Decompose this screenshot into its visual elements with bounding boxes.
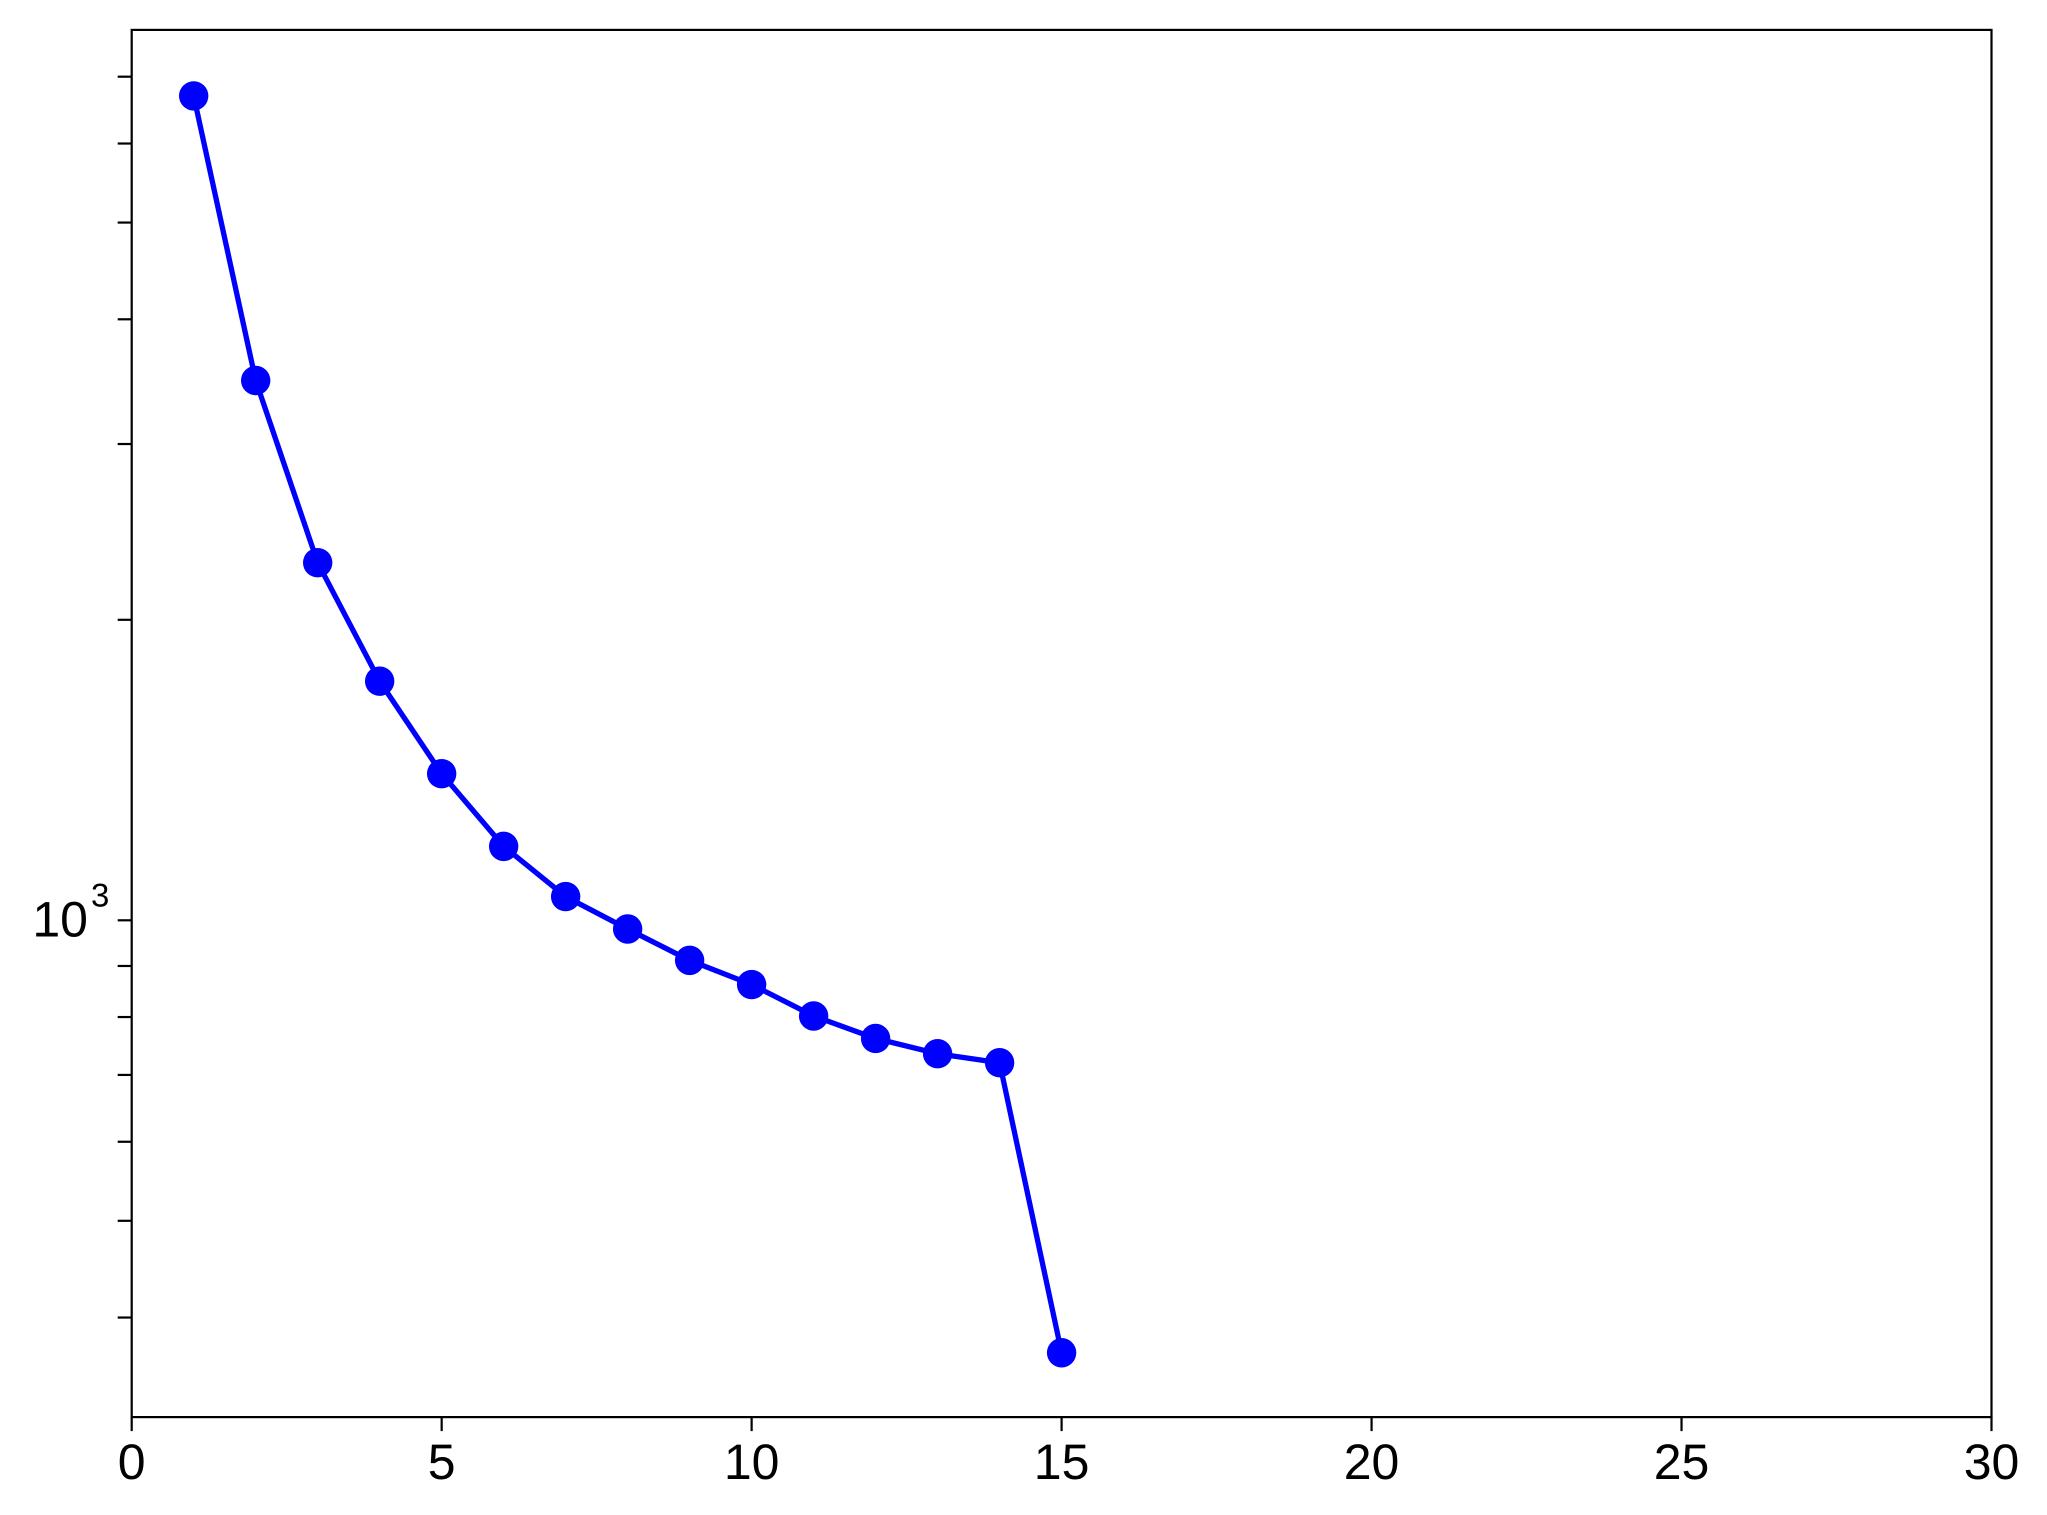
svg-text:0: 0 <box>118 1434 146 1490</box>
svg-text:30: 30 <box>1964 1434 2020 1490</box>
svg-text:15: 15 <box>1034 1434 1090 1490</box>
svg-text:25: 25 <box>1654 1434 1710 1490</box>
svg-text:3: 3 <box>91 876 109 913</box>
svg-text:10: 10 <box>32 891 88 947</box>
svg-text:5: 5 <box>428 1434 456 1490</box>
svg-text:10: 10 <box>724 1434 780 1490</box>
svg-text:20: 20 <box>1344 1434 1400 1490</box>
